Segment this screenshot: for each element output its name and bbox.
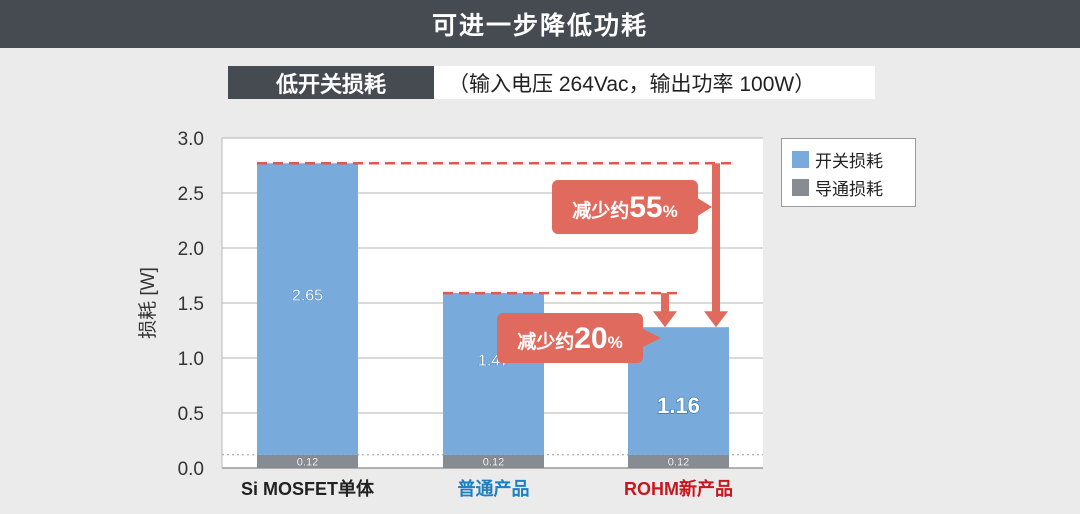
y-axis-title: 损耗 [W] [137,267,159,339]
x-category-label: ROHM新产品 [624,478,733,499]
callout-55-pointer [696,197,712,217]
y-tick-label: 2.5 [178,184,204,205]
callout-20-prefix: 减少约 [517,330,574,353]
legend-swatch-switching [792,150,809,168]
bar-value-label: 2.65 [292,288,323,305]
test-condition: （输入电压 264Vac，输出功率 100W） [434,66,875,99]
arrow-20-head [653,311,677,328]
bar-conduction [257,454,358,468]
bar-conduction [443,454,544,468]
legend-item-conduction: 导通损耗 [792,173,905,201]
arrow-20-shaft [661,293,669,314]
callout-55-prefix: 减少约 [572,199,629,222]
legend: 开关损耗 导通损耗 [781,138,916,207]
arrow-55-head [704,311,728,328]
bar-conduction-label: 0.12 [297,456,318,468]
legend-label-switching: 开关损耗 [815,151,883,171]
bar-conduction-label: 0.12 [483,456,504,468]
callout-55-unit: % [663,202,678,221]
bar-switching [257,163,358,455]
callout-55-box [552,180,698,234]
bar-conduction-label: 0.12 [668,456,689,468]
callout-20-text: 减少约20% [517,322,623,355]
page-title: 可进一步降低功耗 [0,0,1080,48]
y-tick-label: 1.0 [178,349,204,370]
legend-label-conduction: 导通损耗 [815,179,883,199]
callout-20-unit: % [608,333,623,352]
subtitle-label: 低开关损耗 [228,66,434,99]
y-tick-label: 1.5 [178,294,204,315]
x-category-label: 普通产品 [458,478,530,499]
x-category-label: Si MOSFET单体 [241,478,375,499]
callout-55-text: 减少约55% [572,191,678,224]
bar-conduction [628,454,729,468]
arrow-55-shaft [712,163,720,314]
callout-20-box [497,313,643,363]
y-tick-label: 3.0 [178,129,204,150]
legend-swatch-conduction [792,178,809,196]
legend-item-switching: 开关损耗 [792,145,905,173]
callout-20-pointer [641,328,661,348]
y-tick-label: 2.0 [178,239,204,260]
bar-switching [628,327,729,455]
bar-value-label: 1.16 [657,393,700,418]
y-tick-label: 0.5 [178,404,204,425]
callout-20-number: 20 [574,322,607,355]
y-tick-label: 0.0 [178,459,204,480]
callout-55-number: 55 [629,191,662,224]
